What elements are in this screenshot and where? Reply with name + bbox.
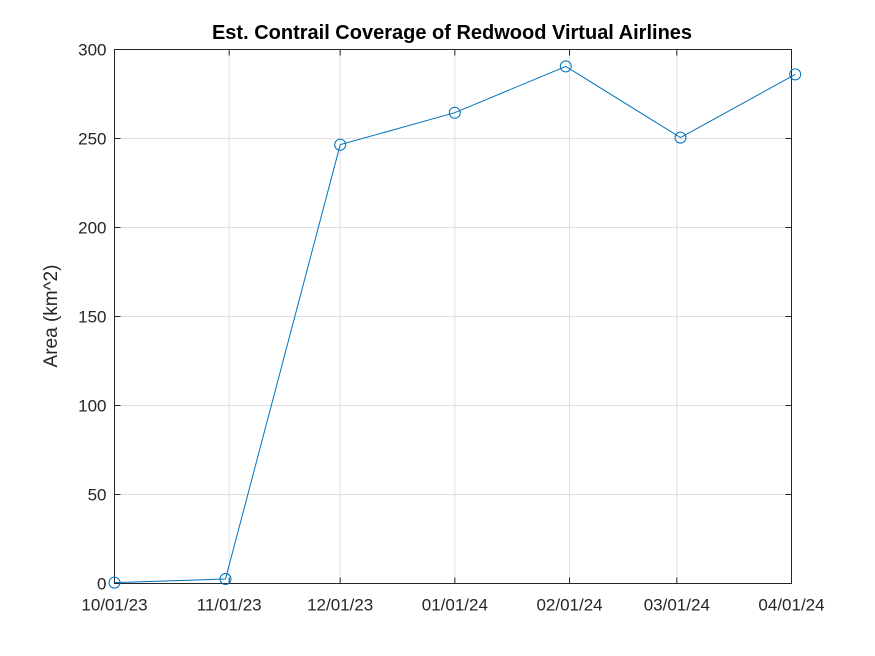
data-point-marker <box>334 138 347 151</box>
ticks: 10/01/23 11/01/23 12/01/23 01/01/24 02/01/24… <box>78 41 824 615</box>
data-point-marker <box>674 131 687 144</box>
series <box>108 60 802 589</box>
x-tick-label: 02/01/24 <box>536 596 602 615</box>
chart-title: Est. Contrail Coverage of Redwood Virtua… <box>212 22 692 44</box>
x-tick-label: 12/01/23 <box>307 596 373 615</box>
data-point-marker <box>448 106 461 119</box>
y-axis-label: Area (km^2) <box>41 265 62 368</box>
data-point-marker <box>219 573 232 585</box>
y-tick-label: 300 <box>78 41 106 60</box>
y-tick-label: 150 <box>78 308 106 327</box>
data-point-marker <box>559 60 572 73</box>
y-tick-label: 50 <box>88 486 107 505</box>
series-line <box>114 65 796 584</box>
data-point-marker <box>108 576 121 589</box>
x-tick-label: 11/01/23 <box>197 596 262 615</box>
y-tick-label: 250 <box>78 130 106 149</box>
x-tick-label: 03/01/24 <box>644 596 710 615</box>
data-point-marker <box>789 68 802 81</box>
y-tick-label: 200 <box>78 219 106 238</box>
x-tick-label: 10/01/23 <box>81 596 147 615</box>
x-tick-label: 01/01/24 <box>422 596 488 615</box>
x-tick-label: 04/01/24 <box>758 596 824 615</box>
y-tick-label: 0 <box>97 575 106 594</box>
y-tick-label: 100 <box>78 397 106 416</box>
